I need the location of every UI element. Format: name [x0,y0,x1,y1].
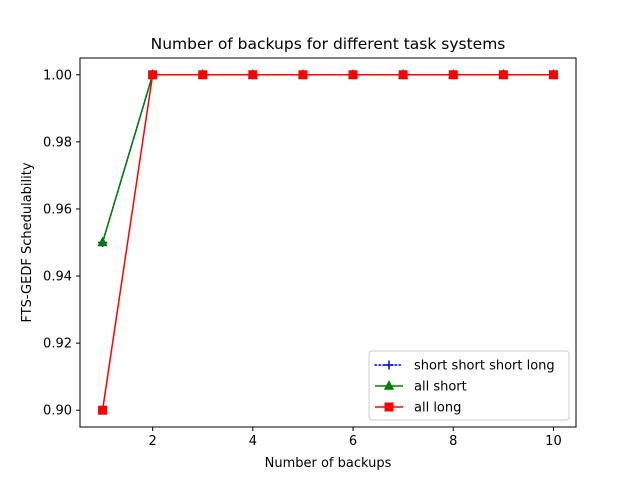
y-axis-label: FTS-GEDF Schedulability [20,162,35,322]
axes-frame [79,57,577,428]
data-point [348,70,358,80]
series-line [101,74,554,411]
legend-marker [384,360,394,370]
legend-box [368,350,570,421]
legend-marker [383,380,395,390]
data-point [498,70,508,80]
x-tick-label: 8 [449,434,457,449]
series-0 [98,70,558,247]
data-point [548,70,558,80]
series-line [101,74,555,244]
legend: short short short long all short all long [368,350,570,421]
x-axis-label: Number of backups [265,456,392,471]
y-tick-label: 0.90 [43,404,72,419]
data-point [248,70,258,80]
y-tick-label: 1.00 [43,68,72,83]
series-2 [98,70,558,415]
legend-label: short short short long [414,359,555,374]
y-tick-label: 0.96 [43,202,72,217]
x-tick-label: 2 [149,434,157,449]
x-tick-label: 10 [545,434,562,449]
data-point [398,70,408,80]
data-point [148,70,158,80]
data-point [448,70,458,80]
legend-marker [384,402,394,412]
legend-label: all short [414,380,467,395]
legend-label: all long [414,401,461,416]
y-tick-label: 0.92 [43,337,72,352]
x-tick-label: 6 [349,434,357,449]
y-tick-label: 0.94 [43,270,72,285]
series-1 [97,68,559,247]
data-point [198,70,208,80]
series-line [101,74,554,243]
data-point [298,70,308,80]
y-tick-label: 0.98 [43,135,72,150]
plot-area [97,68,559,415]
x-tick-label: 4 [249,434,257,449]
axis-ticks: 2 4 6 8 10 0.90 0.92 0.94 0.96 0.98 1.00 [43,68,562,449]
data-point [97,236,108,247]
data-point [98,405,108,415]
chart-title: Number of backups for different task sys… [151,35,506,53]
